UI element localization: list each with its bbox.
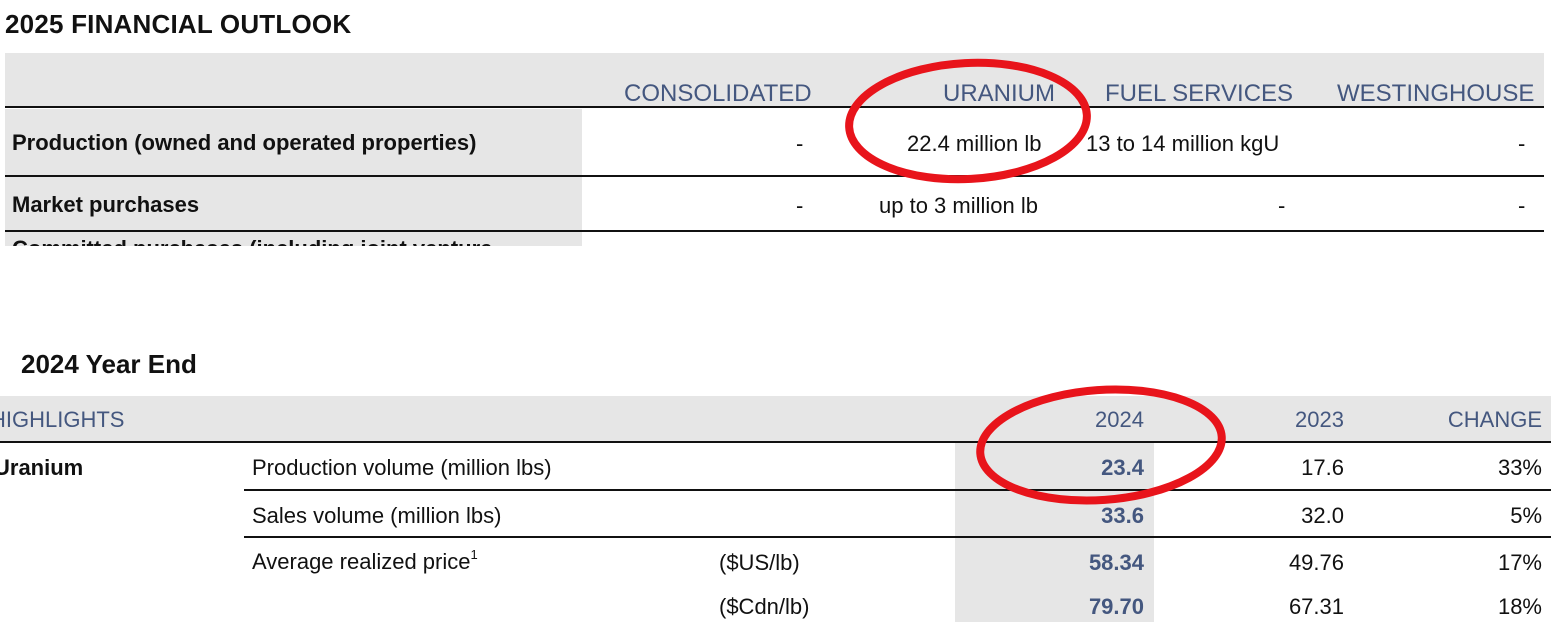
outlook-row-rule xyxy=(5,230,1544,232)
annotation-circle-2024 xyxy=(976,385,1226,505)
highlights-row-rule xyxy=(244,536,1551,538)
highlights-row-price-cdn-2024: 79.70 xyxy=(1088,594,1144,619)
highlights-header-label: HIGHLIGHTS xyxy=(0,407,125,432)
highlights-row-sales-change: 5% xyxy=(1510,503,1542,528)
highlights-segment-label: Uranium xyxy=(0,455,84,480)
outlook-row-rule xyxy=(5,175,1544,177)
outlook-row-production-westinghouse: - xyxy=(1518,131,1526,156)
highlights-header-rule xyxy=(0,441,1551,443)
outlook-header-rule xyxy=(5,106,1544,108)
outlook-label-column-band xyxy=(5,109,582,246)
outlook-header-band xyxy=(5,53,1544,107)
outlook-row-market-fuel-services: - xyxy=(1278,193,1286,218)
outlook-title: 2025 FINANCIAL OUTLOOK xyxy=(5,9,352,39)
highlights-row-production-2023: 17.6 xyxy=(1301,455,1344,480)
outlook-cut-row: Committed purchases (including joint ven… xyxy=(5,236,582,246)
outlook-cut-row-label: Committed purchases (including joint ven… xyxy=(12,236,492,246)
outlook-row-market-label: Market purchases xyxy=(12,192,200,217)
highlights-row-price-usd-change: 17% xyxy=(1497,550,1542,575)
outlook-row-production-consolidated: - xyxy=(796,131,804,156)
outlook-col-westinghouse: WESTINGHOUSE xyxy=(1337,80,1535,107)
outlook-row-production-uranium: 22.4 million lb xyxy=(907,131,1042,156)
highlights-col-2023: 2023 xyxy=(1295,407,1344,432)
outlook-col-uranium: URANIUM xyxy=(943,80,1055,107)
outlook-row-production-fuel-services: 13 to 14 million kgU xyxy=(1086,131,1280,156)
outlook-row-market-westinghouse: - xyxy=(1518,193,1526,218)
highlights-row-price-cdn-change: 18% xyxy=(1497,594,1542,619)
outlook-row-production-label: Production (owned and operated propertie… xyxy=(12,130,477,155)
highlights-row-price-usd-2024: 58.34 xyxy=(1088,550,1144,575)
highlights-col-2024: 2024 xyxy=(1095,407,1144,432)
highlights-row-production-2024: 23.4 xyxy=(1101,455,1144,480)
highlights-row-sales-metric: Sales volume (million lbs) xyxy=(252,503,502,528)
outlook-row-market-consolidated: - xyxy=(796,193,804,218)
highlights-row-price-usd-unit: ($US/lb) xyxy=(719,550,800,575)
highlights-row-price-usd-2023: 49.76 xyxy=(1288,550,1344,575)
footnote-marker: 1 xyxy=(470,547,478,562)
highlights-col-change: CHANGE xyxy=(1447,407,1542,432)
highlights-row-production-metric: Production volume (million lbs) xyxy=(252,455,552,480)
highlights-row-sales-2024: 33.6 xyxy=(1101,503,1144,528)
highlights-row-sales-2023: 32.0 xyxy=(1301,503,1344,528)
outlook-row-market-uranium: up to 3 million lb xyxy=(879,193,1038,218)
highlights-row-production-change: 33% xyxy=(1497,455,1542,480)
outlook-col-consolidated: CONSOLIDATED xyxy=(624,80,812,107)
highlights-row-rule xyxy=(244,489,1551,491)
highlights-row-price-cdn-unit: ($Cdn/lb) xyxy=(719,594,810,619)
annotation-circle-uranium xyxy=(845,58,1091,184)
highlights-row-price-cdn-2023: 67.31 xyxy=(1288,594,1344,619)
highlights-row-price-metric: Average realized price1 xyxy=(252,547,478,575)
highlights-row-price-metric-text: Average realized price xyxy=(252,549,471,574)
highlights-header-band xyxy=(0,396,1551,442)
year-end-title: 2024 Year End xyxy=(21,349,197,379)
outlook-col-fuel-services: FUEL SERVICES xyxy=(1105,80,1294,107)
